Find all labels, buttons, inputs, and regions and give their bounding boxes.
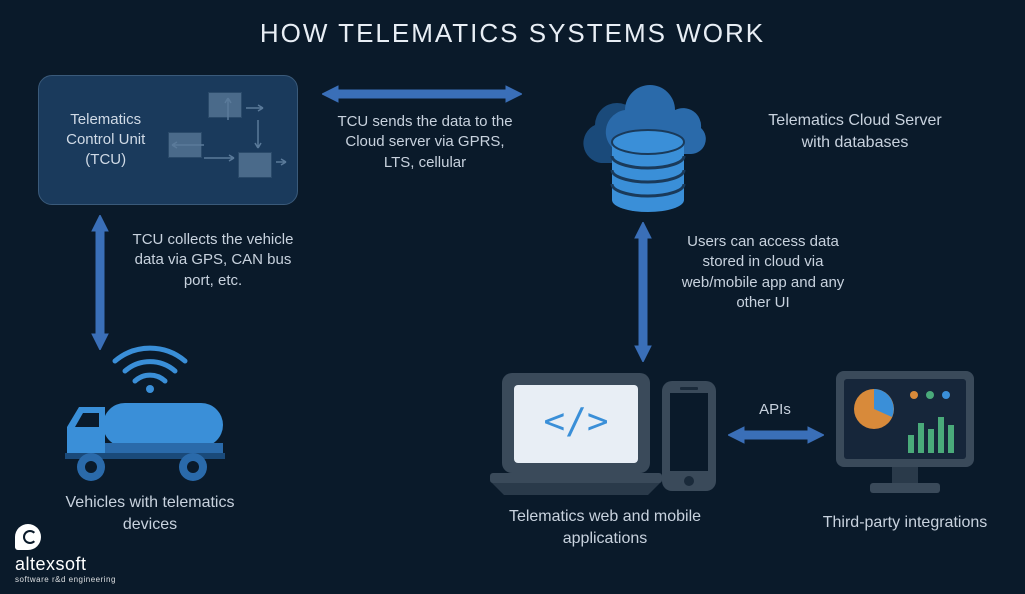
integrations-node xyxy=(830,365,980,510)
apps-label: Telematics web and mobile applications xyxy=(490,506,720,549)
cloud-db-node xyxy=(570,70,720,220)
integrations-label: Third-party integrations xyxy=(805,512,1005,534)
tcu-mini-diagram xyxy=(158,90,283,190)
arrow-tcu-cloud xyxy=(322,84,522,104)
flow-vehicle-tcu: TCU collects the vehicle data via GPS, C… xyxy=(128,230,298,291)
arrow-cloud-apps xyxy=(633,222,653,362)
arrow-apis xyxy=(728,425,824,445)
flow-cloud-apps: Users can access data stored in cloud vi… xyxy=(668,232,858,313)
brand-logo-icon xyxy=(15,524,41,550)
brand-name: altexsoft xyxy=(15,554,116,575)
flow-apis: APIs xyxy=(740,400,810,420)
svg-text:</>: </> xyxy=(543,401,608,442)
arrow-vehicle-tcu xyxy=(90,215,110,350)
brand-tagline: software r&d engineering xyxy=(15,575,116,584)
vehicle-node xyxy=(55,345,230,485)
flow-tcu-cloud: TCU sends the data to the Cloud server v… xyxy=(330,112,520,173)
tcu-label: Telematics Control Unit (TCU) xyxy=(53,110,158,171)
apps-node: </> xyxy=(490,365,720,515)
tcu-node: Telematics Control Unit (TCU) xyxy=(38,75,298,205)
brand-logo: altexsoft software r&d engineering xyxy=(15,524,116,584)
page-title: HOW TELEMATICS SYSTEMS WORK xyxy=(0,0,1025,49)
cloud-label: Telematics Cloud Server with databases xyxy=(760,110,950,153)
